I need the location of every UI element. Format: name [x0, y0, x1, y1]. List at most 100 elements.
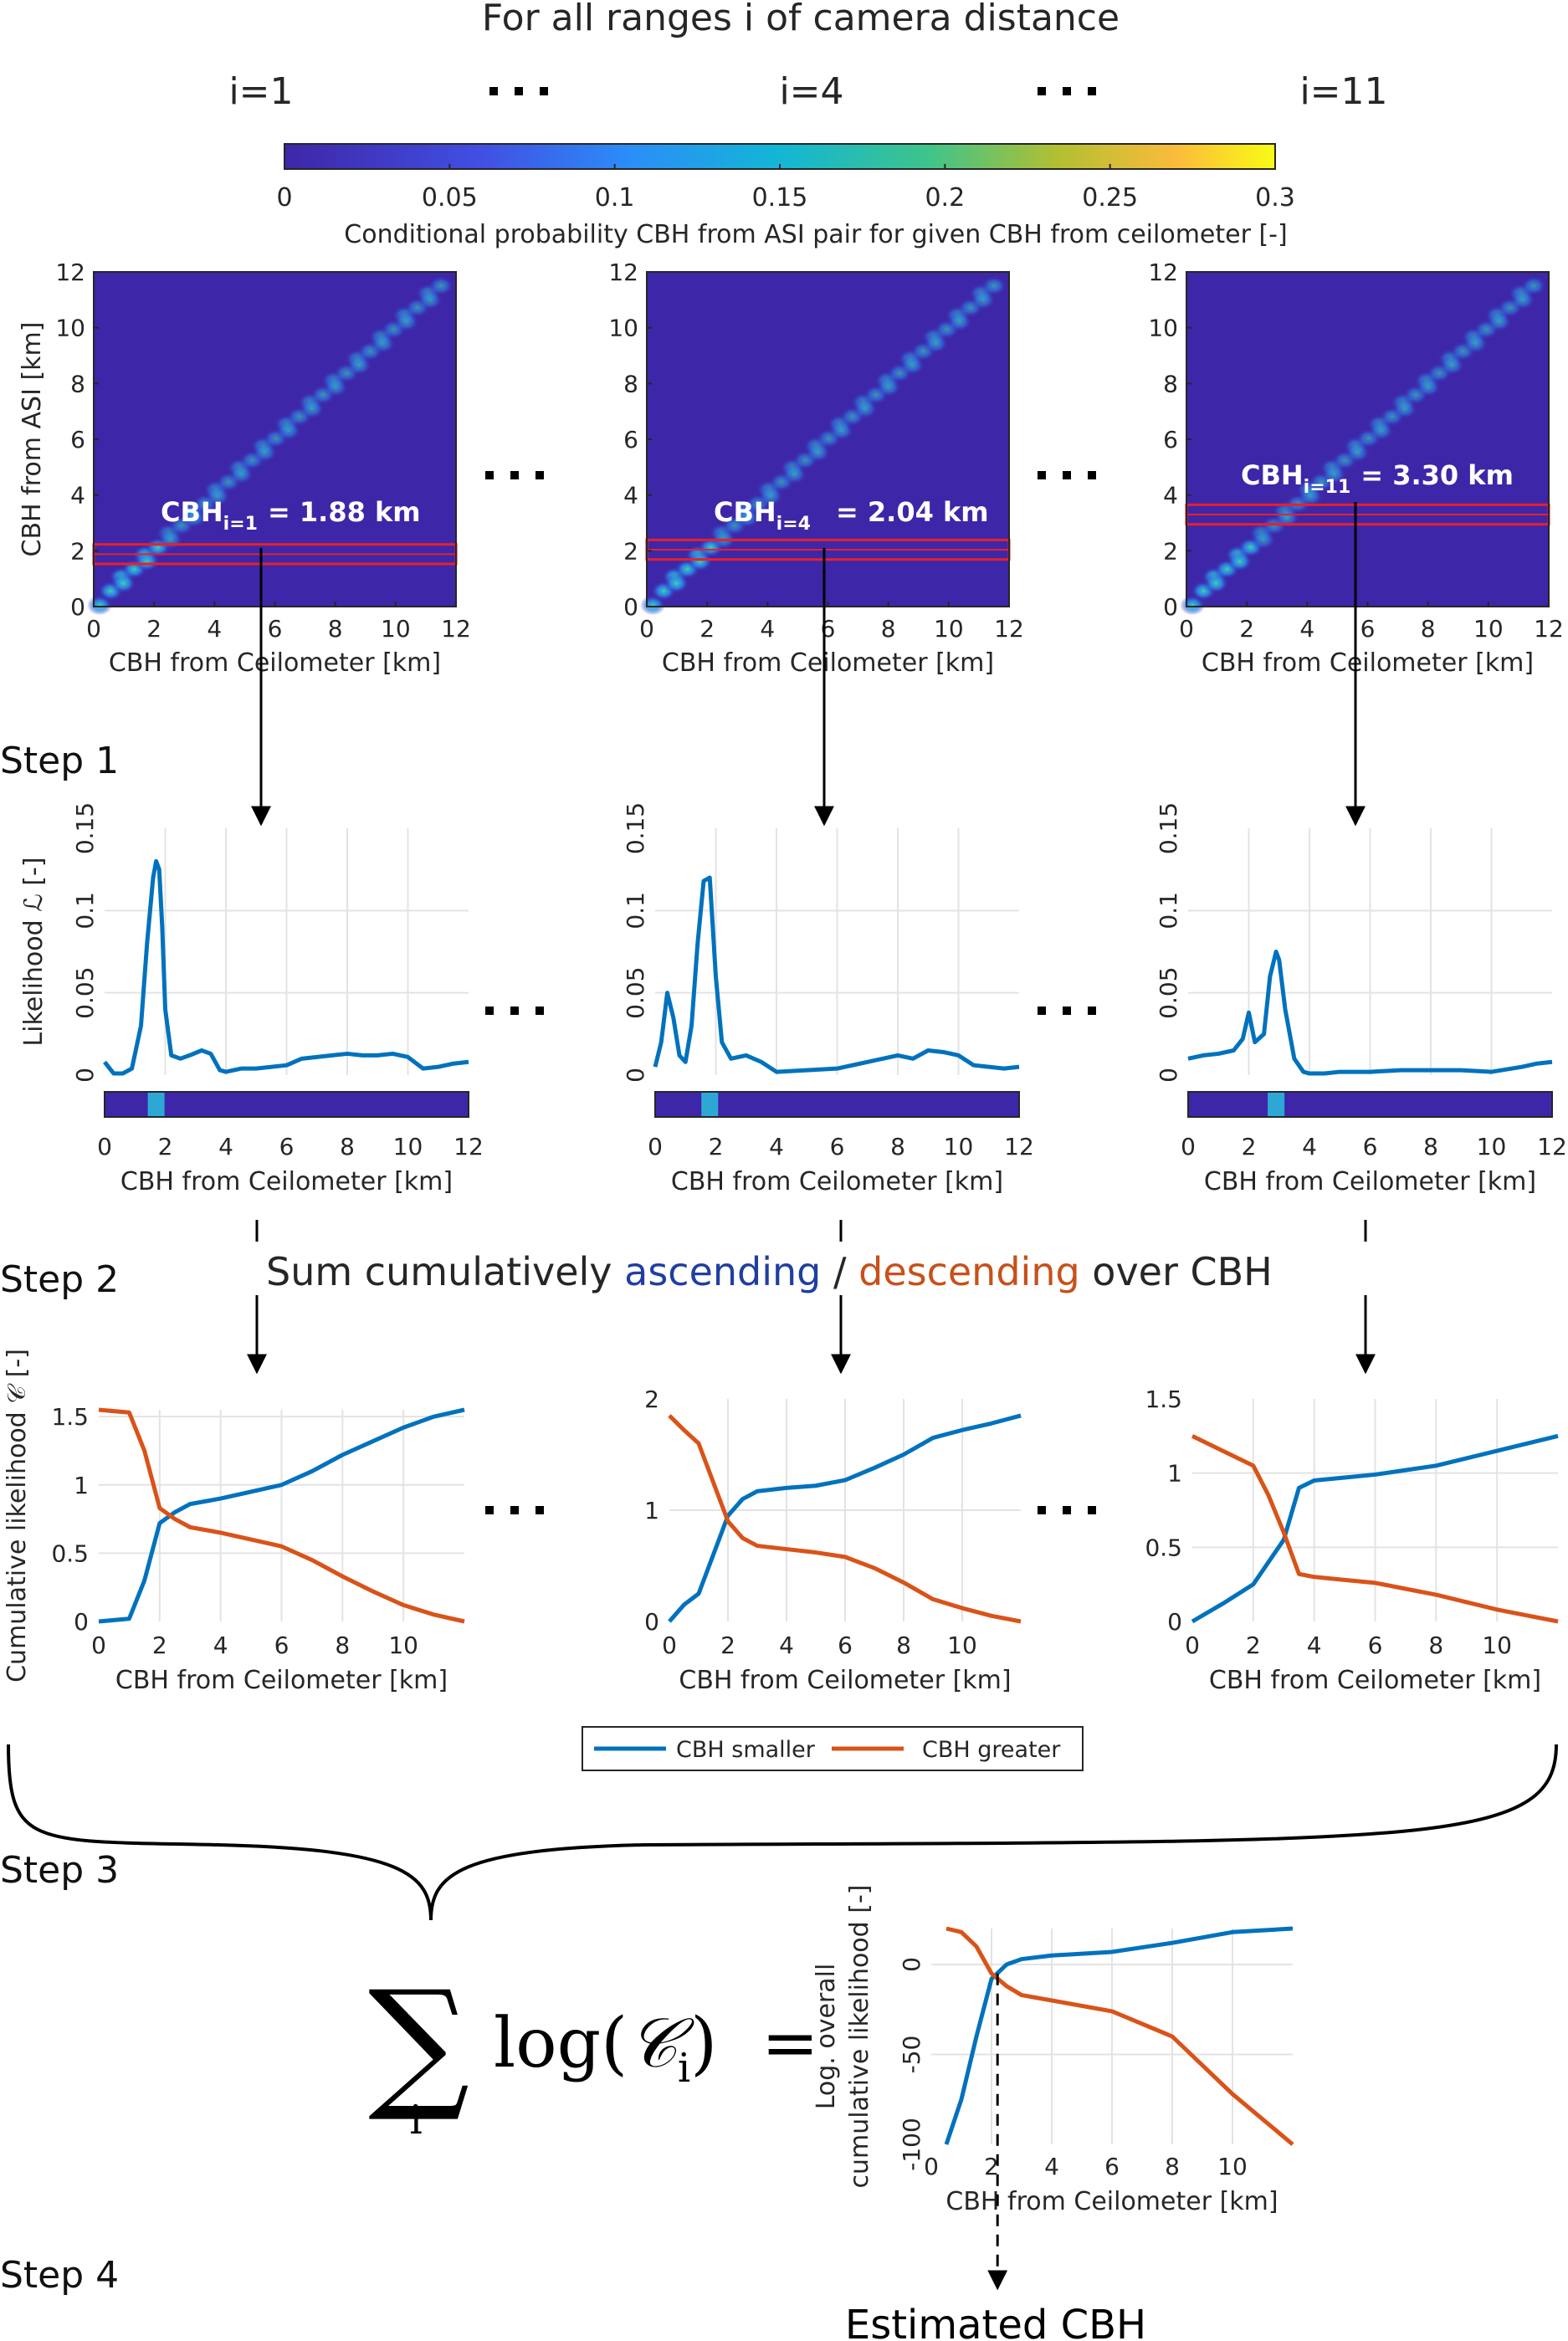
- likelihood-xlabel: CBH from Ceilometer [km]: [120, 1167, 453, 1196]
- legend: CBH smaller CBH greater: [582, 1726, 1084, 1771]
- likelihood-strip-border: [654, 1091, 1020, 1118]
- step-2-label: Step 2: [0, 1258, 119, 1301]
- heatmap-xlabel: CBH from Ceilometer [km]: [109, 648, 441, 678]
- cbh-annotation-main: CBH: [1241, 459, 1304, 491]
- likelihood-ylabel: Likelihood ℒ [-]: [19, 857, 49, 1046]
- y-tick-label: 6: [1163, 426, 1178, 453]
- x-tick-label: 4: [1044, 2153, 1059, 2180]
- cbh-annotation-sub: i=4: [776, 514, 811, 535]
- x-tick-label: 10: [381, 615, 411, 643]
- cbh-annotation: CBHi=11 = 3.30 km: [1241, 459, 1514, 498]
- x-tick-label: 12: [1534, 615, 1564, 643]
- ellipsis-dot: [485, 1506, 494, 1514]
- colorbar-tick-label: 0.3: [1255, 183, 1295, 213]
- overall-ylabel-1: Log. overall: [812, 1964, 841, 2110]
- y-tick-label: -100: [898, 2118, 925, 2171]
- x-tick-label: 8: [340, 1133, 355, 1160]
- colorbar-label: Conditional probability CBH from ASI pai…: [344, 220, 1287, 249]
- cumulative-panel-2: 0 1 2 0 2 4 6 8 10 CBH from Ceilometer [km]: [644, 1386, 1022, 1695]
- x-tick-label: 8: [881, 615, 896, 643]
- heatmap-xlabel: CBH from Ceilometer [km]: [1202, 648, 1534, 678]
- ellipsis-dot: [1063, 471, 1071, 479]
- x-tick-label: 2: [158, 1133, 173, 1160]
- ellipsis-dot: [1063, 1007, 1071, 1015]
- step2-slash: /: [821, 1249, 858, 1294]
- y-tick-label: 0: [1163, 593, 1178, 621]
- ellipsis-dot: [535, 1506, 544, 1514]
- heatmap-density-blob: [981, 275, 1007, 296]
- x-tick-label: 6: [1360, 615, 1376, 643]
- x-tick-label: 8: [1421, 615, 1436, 643]
- range-label-4: i=4: [779, 70, 843, 113]
- overall-xlabel: CBH from Ceilometer [km]: [945, 2187, 1278, 2216]
- y-tick-label: 0: [644, 1608, 659, 1636]
- y-tick-label: 0: [71, 1068, 99, 1083]
- likelihood-line: [653, 875, 1020, 1074]
- x-tick-label: 2: [720, 1632, 735, 1659]
- y-tick-label: -50: [898, 2036, 925, 2074]
- y-tick-label: 4: [1163, 482, 1178, 510]
- ellipsis-header-right: [1038, 87, 1096, 95]
- x-tick-label: 8: [328, 615, 343, 643]
- step2-sentence: Sum cumulatively ascending / descending …: [266, 1249, 1273, 1294]
- formula-log: log(: [494, 2004, 628, 2083]
- y-tick-label: 1: [1167, 1460, 1182, 1488]
- y-tick-label: 0.1: [622, 892, 649, 930]
- x-tick-label: 4: [769, 1133, 784, 1160]
- cbh-annotation: CBHi=4 = 2.04 km: [714, 496, 989, 535]
- ellipsis-dot: [1088, 1506, 1096, 1514]
- cbh-smaller-line: [98, 1407, 465, 1624]
- y-tick-label: 0.5: [1145, 1534, 1182, 1561]
- y-tick-label: 0.15: [622, 802, 649, 854]
- x-tick-label: 4: [1307, 1632, 1322, 1659]
- x-tick-label: 12: [1537, 1133, 1567, 1160]
- x-tick-label: 6: [1363, 1133, 1378, 1160]
- cbh-greater-line: [668, 1414, 1022, 1624]
- x-tick-label: 4: [760, 615, 775, 643]
- x-tick-label: 10: [944, 1133, 974, 1160]
- y-tick-label: 0: [70, 593, 85, 621]
- cbh-annotation-sub: i=11: [1304, 477, 1351, 498]
- ellipsis-dot: [535, 1007, 544, 1015]
- x-tick-label: 10: [1473, 615, 1504, 643]
- formula-equals: =: [761, 2004, 819, 2083]
- likelihood-strip: [1188, 1092, 1552, 1117]
- x-tick-label: 6: [279, 1133, 295, 1160]
- y-tick-label: 12: [1148, 259, 1178, 286]
- cumulative-panel-3: 0 0.5 1 1.5 0 2 4 6 8 10 CBH from Ceilometer [km]: [1145, 1386, 1559, 1695]
- ellipsis-dot: [485, 471, 494, 479]
- y-tick-label: 0.1: [71, 892, 99, 930]
- x-tick-label: 0: [1181, 1133, 1196, 1160]
- ellipsis-dot: [1038, 1506, 1046, 1514]
- step-1-label: Step 1: [0, 740, 119, 782]
- x-tick-label: 6: [1104, 2153, 1120, 2180]
- formula-close: ): [690, 2004, 717, 2083]
- likelihood-xlabel: CBH from Ceilometer [km]: [1204, 1167, 1536, 1196]
- cbh-greater-line: [1191, 1434, 1559, 1624]
- colorbar-tick-label: 0.15: [752, 183, 808, 213]
- x-tick-label: 8: [890, 1133, 905, 1160]
- overall-greater-line: [945, 1926, 1294, 2146]
- x-tick-label: 12: [453, 1133, 484, 1160]
- y-tick-label: 2: [70, 537, 85, 565]
- x-tick-label: 10: [934, 615, 964, 643]
- x-tick-label: 4: [779, 1632, 794, 1659]
- x-tick-label: 4: [218, 1133, 233, 1160]
- step-3-label: Step 3: [0, 1849, 119, 1892]
- y-tick-label: 12: [608, 259, 638, 286]
- ellipsis-dot: [510, 1007, 519, 1015]
- cbh-smaller-line: [1191, 1433, 1559, 1624]
- y-tick-label: 1.5: [1145, 1386, 1182, 1413]
- y-tick-label: 0.15: [71, 802, 99, 854]
- y-tick-label: 10: [1148, 315, 1178, 342]
- ellipsis-dot: [1088, 1007, 1096, 1015]
- range-label-1: i=1: [228, 70, 293, 113]
- x-tick-label: 0: [91, 1632, 106, 1659]
- ellipsis-dot: [1038, 1007, 1046, 1015]
- sum-symbol: ∑: [368, 1960, 469, 2126]
- x-tick-label: 0: [1185, 1632, 1200, 1659]
